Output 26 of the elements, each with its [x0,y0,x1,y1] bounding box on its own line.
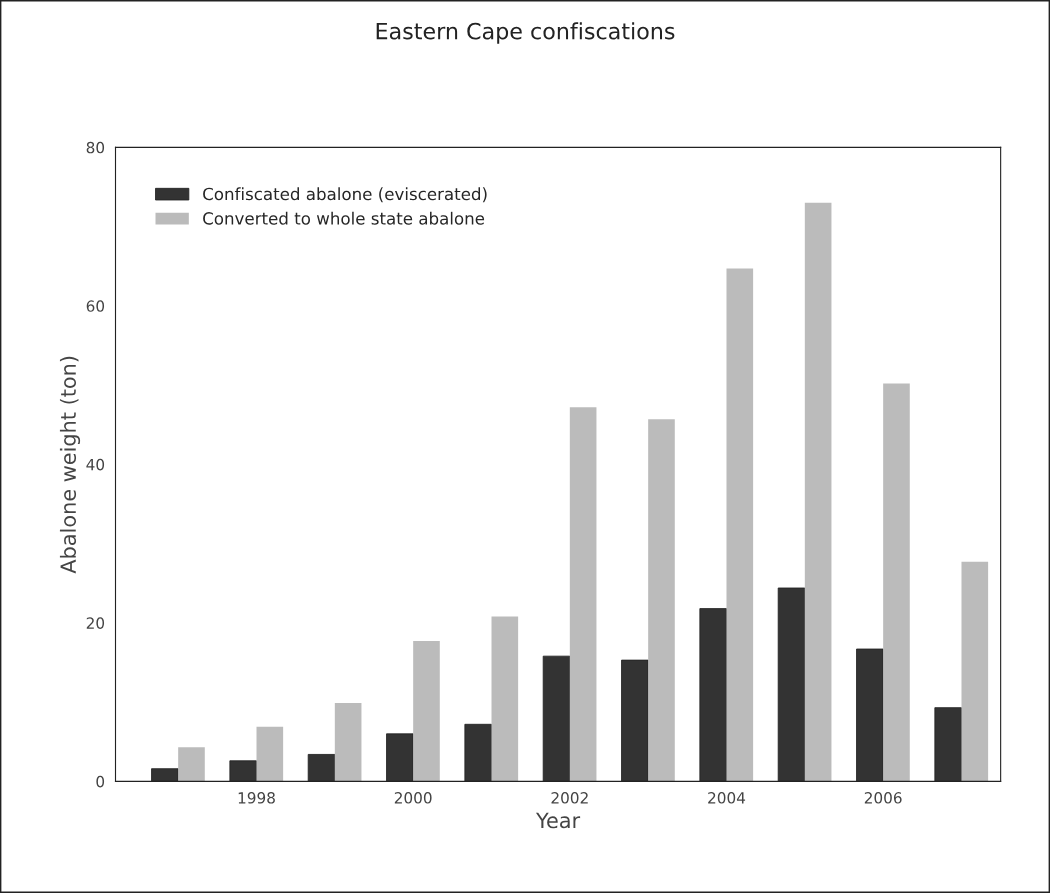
bar [961,561,989,782]
x-tick-label: 2002 [551,792,588,804]
bar [491,616,519,782]
bar [569,407,597,782]
bar [726,268,754,782]
y-tick-label: 40 [86,458,105,471]
x-tick-label: 1998 [238,792,275,804]
y-tick-label: 80 [86,141,105,154]
y-tick-label: 20 [86,617,105,629]
bar [648,419,675,782]
bar [413,641,440,782]
bar [256,726,284,782]
y-axis-title: Abalone weight (ton) [59,356,81,574]
x-tick-label: 2006 [864,792,902,804]
x-tick-label: 2004 [708,792,746,804]
legend-label: Converted to whole state abalone [203,211,485,225]
x-tick-label: 2000 [394,792,432,804]
bar [883,383,910,782]
x-axis-title: Year [535,812,581,829]
legend-label: Confiscated abalone (eviscerated) [203,187,487,203]
y-tick-label: 60 [86,300,105,312]
bar [334,702,362,782]
bar [804,202,832,782]
y-tick-label: 0 [96,775,105,788]
bar [178,747,205,782]
chart-title: Eastern Cape confiscations [376,22,675,44]
